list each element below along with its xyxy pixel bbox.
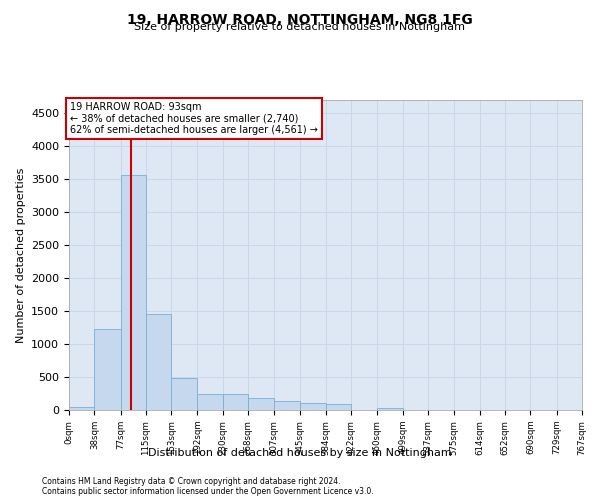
Bar	[248, 398, 274, 410]
Bar	[197, 394, 223, 410]
Bar	[223, 394, 248, 410]
Bar	[300, 402, 326, 410]
Y-axis label: Number of detached properties: Number of detached properties	[16, 168, 26, 342]
Bar	[69, 408, 94, 410]
Bar	[274, 401, 300, 410]
Bar	[377, 408, 403, 410]
Text: 19, HARROW ROAD, NOTTINGHAM, NG8 1FG: 19, HARROW ROAD, NOTTINGHAM, NG8 1FG	[127, 12, 473, 26]
Bar	[94, 329, 121, 410]
Text: Distribution of detached houses by size in Nottingham: Distribution of detached houses by size …	[148, 448, 452, 458]
Bar	[146, 314, 172, 410]
Text: 19 HARROW ROAD: 93sqm
← 38% of detached houses are smaller (2,740)
62% of semi-d: 19 HARROW ROAD: 93sqm ← 38% of detached …	[70, 102, 318, 134]
Text: Contains public sector information licensed under the Open Government Licence v3: Contains public sector information licen…	[42, 488, 374, 496]
Bar	[326, 404, 351, 410]
Bar	[121, 175, 146, 410]
Text: Contains HM Land Registry data © Crown copyright and database right 2024.: Contains HM Land Registry data © Crown c…	[42, 478, 341, 486]
Bar	[172, 378, 197, 410]
Text: Size of property relative to detached houses in Nottingham: Size of property relative to detached ho…	[134, 22, 466, 32]
